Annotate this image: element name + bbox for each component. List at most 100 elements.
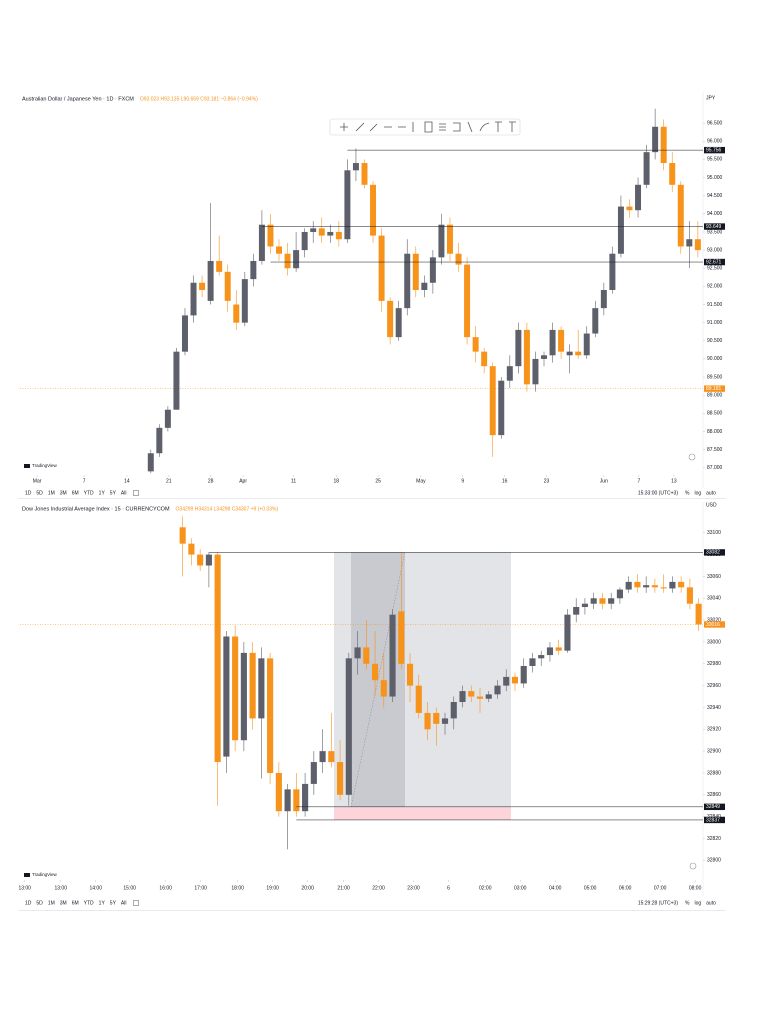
x-tick-label: 14 xyxy=(124,478,130,484)
y-tick-label: 94.000 xyxy=(707,211,723,217)
logo-text: TradingView xyxy=(32,463,58,468)
last-price-box xyxy=(704,621,725,628)
x-tick-label: 02:00 xyxy=(479,885,492,891)
candle-body xyxy=(564,614,571,651)
candle-body xyxy=(337,762,344,795)
candle-body xyxy=(310,762,317,784)
candle-body xyxy=(626,206,633,211)
x-tick-label: 21 xyxy=(166,478,172,484)
scale-button[interactable]: % xyxy=(685,490,690,496)
level-label-box xyxy=(704,816,725,824)
scale-button[interactable]: % xyxy=(685,900,690,906)
x-tick-label: 18 xyxy=(334,478,340,484)
x-tick-label: 28 xyxy=(208,478,214,484)
settings-icon[interactable] xyxy=(689,862,697,870)
candle-body xyxy=(538,655,545,659)
scale-button[interactable]: log xyxy=(694,900,701,906)
range-button[interactable]: YTD xyxy=(84,900,94,906)
price-unit: USD xyxy=(706,502,717,508)
range-button[interactable]: 6M xyxy=(72,900,79,906)
x-tick-label: Mar xyxy=(33,478,42,484)
x-tick-label: 06:00 xyxy=(619,885,632,891)
candle-body xyxy=(335,231,342,240)
y-tick-label: 93.000 xyxy=(707,247,723,253)
range-button[interactable]: YTD xyxy=(84,490,94,496)
candle-body xyxy=(441,718,449,724)
date-range-icon[interactable] xyxy=(133,490,139,496)
range-button[interactable]: 3M xyxy=(60,490,67,496)
x-tick-label: 6 xyxy=(447,885,450,891)
x-tick-label: 9 xyxy=(461,478,464,484)
range-button[interactable]: 1D xyxy=(25,490,32,496)
candle-body xyxy=(583,333,590,356)
clock: 15:29:28 (UTC+3) xyxy=(638,900,678,906)
candle-body xyxy=(468,691,475,697)
candle-body xyxy=(549,329,556,356)
candle-body xyxy=(489,366,496,436)
candle-body xyxy=(421,282,428,290)
level-label: 95.756 xyxy=(706,147,722,153)
candle-body xyxy=(415,685,422,713)
y-tick-label: 93.500 xyxy=(707,229,723,235)
x-tick-label: 13 xyxy=(671,478,677,484)
candle-body xyxy=(354,647,361,659)
range-button[interactable]: 1D xyxy=(25,900,32,906)
level-label-box xyxy=(704,258,725,266)
candle-body xyxy=(302,783,309,812)
settings-icon[interactable] xyxy=(688,453,696,461)
candle-body xyxy=(616,589,623,599)
candle-body xyxy=(199,282,206,290)
range-button[interactable]: 1M xyxy=(48,490,55,496)
range-button[interactable]: 1M xyxy=(48,900,55,906)
y-tick-label: 32960 xyxy=(707,683,721,689)
range-button[interactable]: 5D xyxy=(36,490,43,496)
y-tick-label: 95.000 xyxy=(707,175,723,181)
candle-body xyxy=(293,789,300,812)
y-tick-label: 33020 xyxy=(707,617,721,623)
x-tick-label: 16:00 xyxy=(159,885,172,891)
candle-body xyxy=(284,253,291,269)
candle-body xyxy=(156,427,163,454)
range-button[interactable]: 1Y xyxy=(99,490,106,496)
candle-body xyxy=(546,647,554,656)
candle-body xyxy=(694,239,701,251)
candle-body xyxy=(520,665,527,684)
candle-body xyxy=(327,231,334,236)
range-button[interactable]: All xyxy=(121,900,127,906)
y-tick-label: 89.000 xyxy=(707,393,723,399)
candle-body xyxy=(433,712,440,724)
candle-body xyxy=(389,614,396,697)
candle-body xyxy=(395,308,402,338)
candle-body xyxy=(424,712,431,730)
scale-button[interactable]: auto xyxy=(706,900,716,906)
range-button[interactable]: 6M xyxy=(72,490,79,496)
candle-body xyxy=(258,224,265,261)
range-button[interactable]: 1Y xyxy=(99,900,106,906)
range-button[interactable]: All xyxy=(121,490,127,496)
x-tick-label: 7 xyxy=(83,478,86,484)
candle-body xyxy=(446,224,453,254)
range-button[interactable]: 5D xyxy=(36,900,43,906)
drawing-toolbar[interactable] xyxy=(329,118,521,136)
date-range-icon[interactable] xyxy=(133,900,139,906)
range-button[interactable]: 5Y xyxy=(110,900,117,906)
level-label-box xyxy=(704,146,725,154)
y-tick-label: 88.500 xyxy=(707,411,723,417)
x-tick-label: 13:00 xyxy=(18,885,31,891)
candle-body xyxy=(695,603,702,625)
y-tick-label: 90.500 xyxy=(707,338,723,344)
range-button[interactable]: 3M xyxy=(60,900,67,906)
scale-button[interactable]: log xyxy=(694,490,701,496)
candle-body xyxy=(188,543,195,555)
y-tick-label: 32940 xyxy=(707,705,721,711)
candle-body xyxy=(485,694,492,699)
scale-button[interactable]: auto xyxy=(706,490,716,496)
candle-body xyxy=(293,250,300,269)
candle-body xyxy=(328,751,335,763)
candle-body xyxy=(214,554,221,763)
y-tick-label: 32980 xyxy=(707,661,721,667)
candle-body xyxy=(529,658,536,666)
y-tick-label: 32860 xyxy=(707,792,721,798)
x-tick-label: 19:00 xyxy=(266,885,279,891)
range-button[interactable]: 5Y xyxy=(110,490,117,496)
